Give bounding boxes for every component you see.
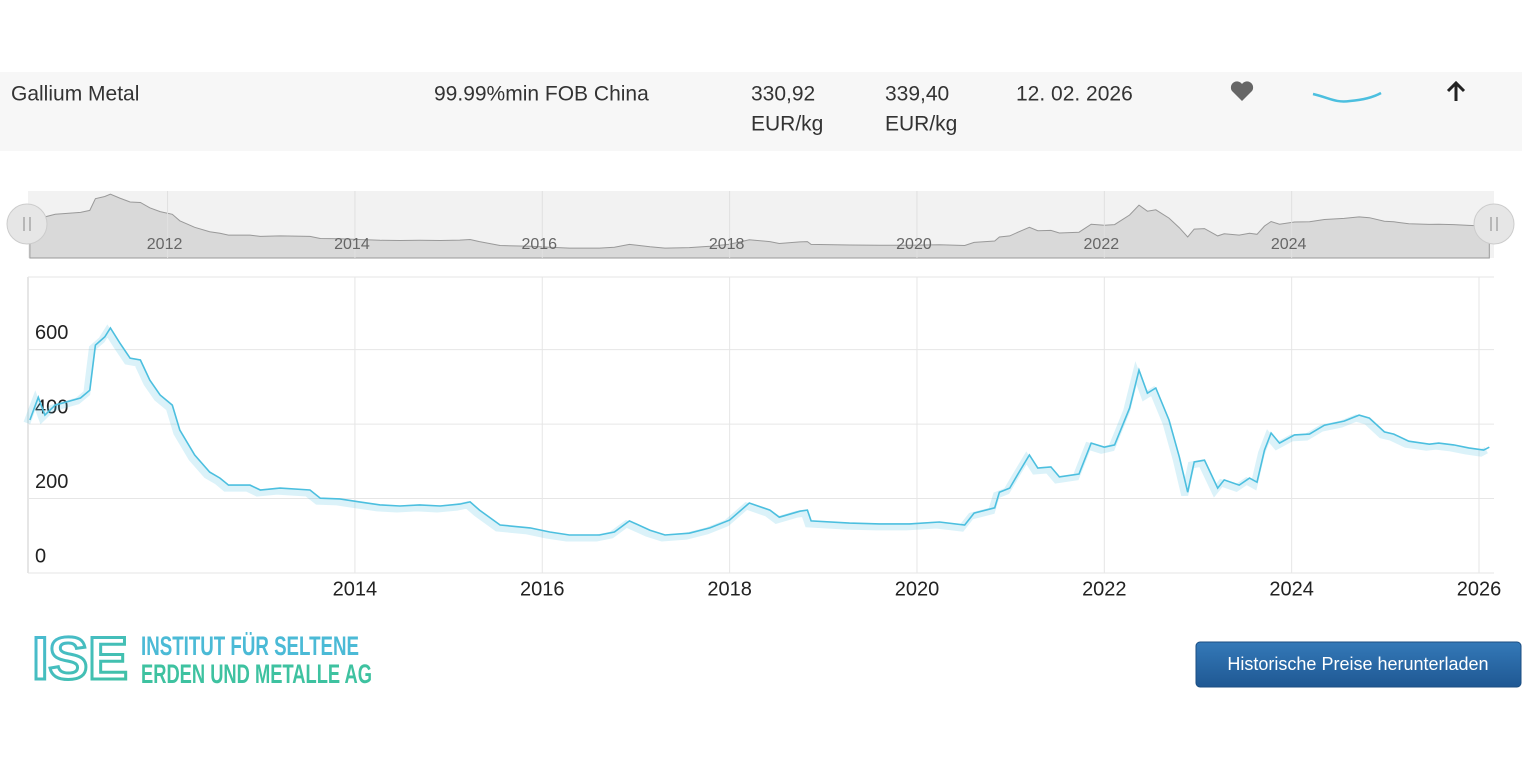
product-name: Gallium Metal xyxy=(11,83,139,106)
y-tick-label: 600 xyxy=(35,322,68,344)
logo-line2: ERDEN UND METALLE AG xyxy=(141,659,372,689)
trend-arrow xyxy=(1446,80,1466,101)
x-tick-label: 2018 xyxy=(707,578,752,600)
navigator-tick-label: 2024 xyxy=(1271,236,1307,253)
row-background xyxy=(0,72,1522,151)
x-tick-label: 2022 xyxy=(1082,578,1127,600)
favorite-icon[interactable] xyxy=(1230,81,1254,101)
y-tick-label: 0 xyxy=(35,545,46,567)
button-background[interactable] xyxy=(1195,641,1522,688)
price-low: 330,92 xyxy=(751,83,815,106)
price-high: 339,40 xyxy=(885,83,949,106)
product-spec: 99.99%min FOB China xyxy=(434,83,649,106)
x-tick-label: 2020 xyxy=(895,578,940,600)
navigator-tick-label: 2020 xyxy=(896,236,932,253)
y-tick-label: 200 xyxy=(35,471,68,493)
navigator-area xyxy=(29,193,1490,259)
series-shadow xyxy=(23,324,1488,542)
sparkline xyxy=(1312,91,1382,103)
series-line xyxy=(29,326,1490,536)
x-tick-label: 2014 xyxy=(333,578,378,600)
navigator[interactable]: 2012 2014 2016 2018 2020 2022 2024 xyxy=(29,191,1490,259)
price-high-unit: EUR/kg xyxy=(885,113,957,136)
x-tick-label: 2024 xyxy=(1269,578,1314,600)
price-low-unit: EUR/kg xyxy=(751,113,823,136)
price-date: 12. 02. 2026 xyxy=(1016,83,1133,106)
logo-line1: INSTITUT FÜR SELTENE xyxy=(141,631,359,661)
navigator-tick-label: 2018 xyxy=(709,236,745,253)
download-button[interactable]: Historische Preise herunterladen xyxy=(1195,641,1522,688)
navigator-tick-label: 2016 xyxy=(521,236,557,253)
logo-mark: ISE xyxy=(32,625,128,692)
x-tick-label: 2016 xyxy=(520,578,565,600)
x-tick-label: 2026 xyxy=(1457,578,1502,600)
navigator-tick-label: 2012 xyxy=(147,236,183,253)
navigator-handles[interactable] xyxy=(6,203,1515,245)
button-label[interactable]: Historische Preise herunterladen xyxy=(1227,654,1488,674)
navigator-tick-label: 2014 xyxy=(334,236,370,253)
navigator-tick-label: 2022 xyxy=(1084,236,1120,253)
